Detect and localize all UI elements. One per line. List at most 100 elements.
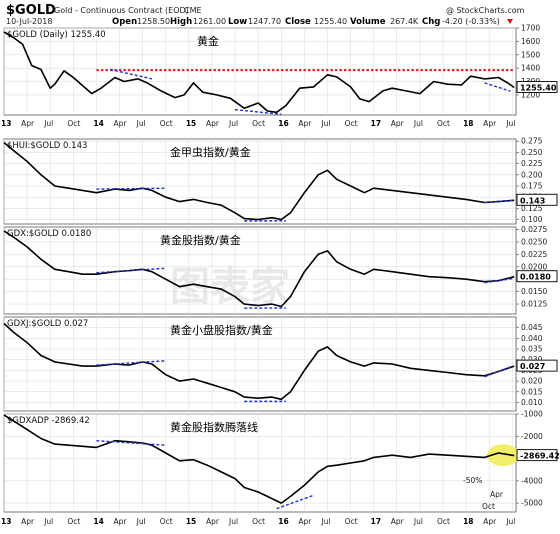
watermark: 图表家 — [170, 264, 290, 310]
panel-label: GDX:$GOLD 0.0180 — [7, 229, 91, 239]
x-tick-label: Oct — [345, 119, 358, 128]
x-tick-label: Apr — [483, 119, 497, 128]
volume-label: Volume — [350, 17, 386, 27]
low-value: 1247.70 — [248, 17, 281, 26]
y-tick-label: 1200 — [521, 90, 540, 99]
x-tick-label: 14 — [93, 119, 103, 128]
panel-4: -1000-2000-3000-4000-5000$GDXADP -2869.4… — [3, 410, 560, 513]
x-tick-label: Apr — [21, 517, 35, 526]
x-tick-label: Oct — [160, 119, 173, 128]
panel-2: 0.02750.02500.02250.02000.01750.01500.01… — [3, 225, 558, 315]
x-tick-label: Jul — [413, 517, 423, 526]
chg-down-arrow-icon — [507, 19, 513, 24]
x-tick-label: Jul — [505, 517, 515, 526]
x-tick-label: Apr — [21, 119, 35, 128]
x-tick-label: Oct — [67, 517, 80, 526]
x-tick-label: Oct — [437, 119, 450, 128]
highlight-ellipse — [487, 444, 520, 467]
panel-annotation: 黄金 — [197, 34, 219, 48]
panel-annotation: 黄金股指数腾落线 — [170, 420, 258, 434]
x-tick-label: Apr — [206, 517, 220, 526]
volume-value: 267.4K — [390, 17, 419, 26]
y-tick-label: 0.020 — [521, 377, 543, 386]
x-tick-label: Apr — [114, 119, 128, 128]
chart-panels: 170016001500140013001200$GOLD (Daily) 12… — [3, 24, 560, 513]
panel-3: 0.0450.0400.0350.0300.0250.0200.0150.010… — [3, 316, 558, 412]
x-tick-label: 18 — [463, 119, 473, 128]
close-label: Close — [285, 17, 311, 27]
callout-month-label-2: Oct — [482, 502, 495, 511]
price-line — [3, 322, 515, 401]
price-line — [3, 31, 515, 114]
x-tick-label: Jul — [136, 119, 146, 128]
y-tick-label: 0.125 — [521, 204, 543, 213]
x-tick-label: Apr — [391, 517, 405, 526]
last-value-text: 0.0180 — [520, 273, 551, 282]
y-tick-label: 0.0200 — [521, 262, 547, 271]
price-line — [3, 414, 515, 504]
y-tick-label: 0.035 — [521, 345, 543, 354]
x-tick-label: Oct — [252, 119, 265, 128]
trend-line-blue — [234, 108, 282, 116]
panel-label: $GOLD (Daily) 1255.40 — [7, 30, 106, 40]
last-value-frame — [516, 449, 558, 462]
x-tick-label: 16 — [278, 119, 288, 128]
x-tick-label: Jul — [320, 119, 330, 128]
x-tick-label: Apr — [298, 119, 312, 128]
y-tick-label: -2000 — [521, 432, 543, 441]
chg-label: Chg — [422, 17, 440, 27]
x-tick-label: Oct — [437, 517, 450, 526]
panel-frame — [3, 138, 517, 225]
last-value-frame — [516, 359, 558, 372]
trend-line-blue — [484, 82, 511, 92]
x-tick-label: Apr — [391, 119, 405, 128]
y-tick-label: -5000 — [521, 499, 543, 508]
x-tick-label: Jul — [228, 119, 238, 128]
x-tick-label: Oct — [252, 517, 265, 526]
y-tick-label: 0.040 — [521, 334, 543, 343]
high-value: 1261.00 — [193, 17, 226, 26]
y-tick-label: 0.225 — [521, 159, 543, 168]
panel-0: 170016001500140013001200$GOLD (Daily) 12… — [3, 24, 558, 116]
close-value: 1255.40 — [314, 17, 347, 26]
x-tick-label: 16 — [278, 517, 288, 526]
chart-credit: @ StockCharts.com — [446, 6, 525, 15]
open-value: 1258.50 — [137, 17, 170, 26]
y-tick-label: 0.010 — [521, 398, 543, 407]
x-tick-label: Apr — [114, 517, 128, 526]
callout-neg-label: -50% — [463, 476, 482, 485]
chart-symbol: $GOLD — [6, 3, 56, 18]
y-tick-label: 0.045 — [521, 323, 543, 332]
panel-annotation: 金甲虫指数/黄金 — [170, 145, 251, 159]
x-tick-label: 13 — [1, 517, 11, 526]
x-tick-label: 15 — [186, 119, 196, 128]
chg-value: -4.20 (-0.33%) — [442, 17, 500, 26]
x-tick-label: Jul — [413, 119, 423, 128]
panel-annotation: 黄金股指数/黄金 — [160, 233, 241, 247]
callout-month-label: Apr — [490, 490, 504, 499]
panel-label: $GDXADP -2869.42 — [7, 416, 90, 426]
x-tick-label: Oct — [160, 517, 173, 526]
panel-label: $HUI:$GOLD 0.143 — [7, 141, 87, 151]
high-label: High — [170, 17, 192, 27]
trend-line-blue — [96, 187, 166, 190]
panel-label: GDXJ:$GOLD 0.027 — [7, 319, 88, 329]
x-axis: 13 Apr Jul Oct 14 Apr Jul Oct 15 Apr Jul Oct 16 Apr Ju… — [1, 119, 515, 526]
x-tick-label: Oct — [67, 119, 80, 128]
y-tick-label: 0.0275 — [521, 225, 547, 234]
trend-line-blue — [96, 360, 166, 366]
panel-annotation: 黄金小盘股指数/黄金 — [170, 323, 273, 337]
last-value-frame — [516, 81, 558, 93]
x-tick-label: Apr — [206, 119, 220, 128]
last-value-text: -2869.42 — [520, 452, 560, 461]
chart-exchange: CME — [184, 6, 202, 15]
x-tick-label: 13 — [1, 119, 11, 128]
y-tick-label: 0.275 — [521, 137, 543, 146]
last-value-box: -2869.42 — [516, 449, 560, 462]
panel-frame — [3, 27, 517, 116]
last-value-box: 0.0180 — [516, 270, 558, 283]
last-value-frame — [516, 193, 558, 206]
last-value-text: 0.143 — [520, 196, 545, 205]
x-tick-label: 17 — [371, 517, 381, 526]
